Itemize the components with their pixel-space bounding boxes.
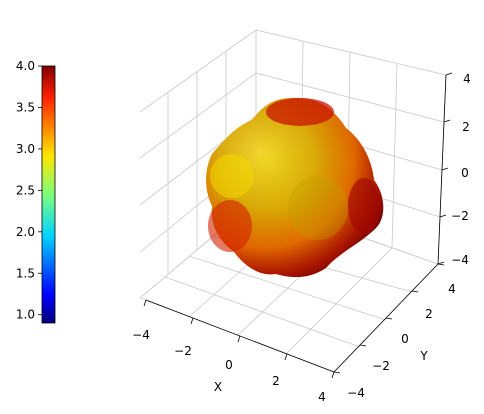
colorbar-tick-label: 3.0 (16, 142, 35, 156)
x-tick-label: −2 (174, 344, 192, 358)
x-tick-label: 4 (318, 390, 326, 404)
colorbar-tick-label: 2.5 (16, 183, 35, 197)
y-tick-label: −4 (347, 386, 365, 400)
y-axis-label: Y (419, 349, 428, 363)
x-tick-label: −4 (132, 328, 150, 342)
colorbar-tick-label: 2.0 (16, 225, 35, 239)
y-tick-label: 4 (448, 282, 456, 296)
z-axis: −4 −2 0 2 4 (437, 72, 471, 267)
x-axis-label: X (214, 380, 222, 394)
surface-plot (206, 97, 384, 278)
y-tick-label: 2 (425, 307, 433, 321)
x-tick-label: 0 (225, 358, 233, 372)
z-tick-label: −4 (451, 253, 469, 267)
z-tick-label: −2 (451, 209, 469, 223)
colorbar-tick-label: 4.0 (16, 59, 35, 73)
colorbar-tick-label: 3.5 (16, 100, 35, 114)
y-axis: −4 −2 0 2 4 Y (333, 263, 456, 400)
y-tick-label: 0 (401, 332, 409, 346)
z-tick-label: 0 (461, 166, 469, 180)
colorbar-gradient (41, 65, 56, 324)
z-tick-label: 2 (462, 120, 470, 134)
colorbar-ticks: 1.0 1.5 2.0 2.5 3.0 3.5 4.0 (16, 59, 42, 322)
colorbar-tick-label: 1.0 (16, 308, 35, 322)
x-tick-label: 2 (272, 374, 280, 388)
x-axis: −4 −2 0 2 4 X (132, 299, 335, 404)
y-tick-label: −2 (372, 359, 390, 373)
colorbar: 1.0 1.5 2.0 2.5 3.0 3.5 4.0 (16, 59, 56, 324)
colorbar-tick-label: 1.5 (16, 266, 35, 280)
z-tick-label: 4 (463, 72, 471, 86)
